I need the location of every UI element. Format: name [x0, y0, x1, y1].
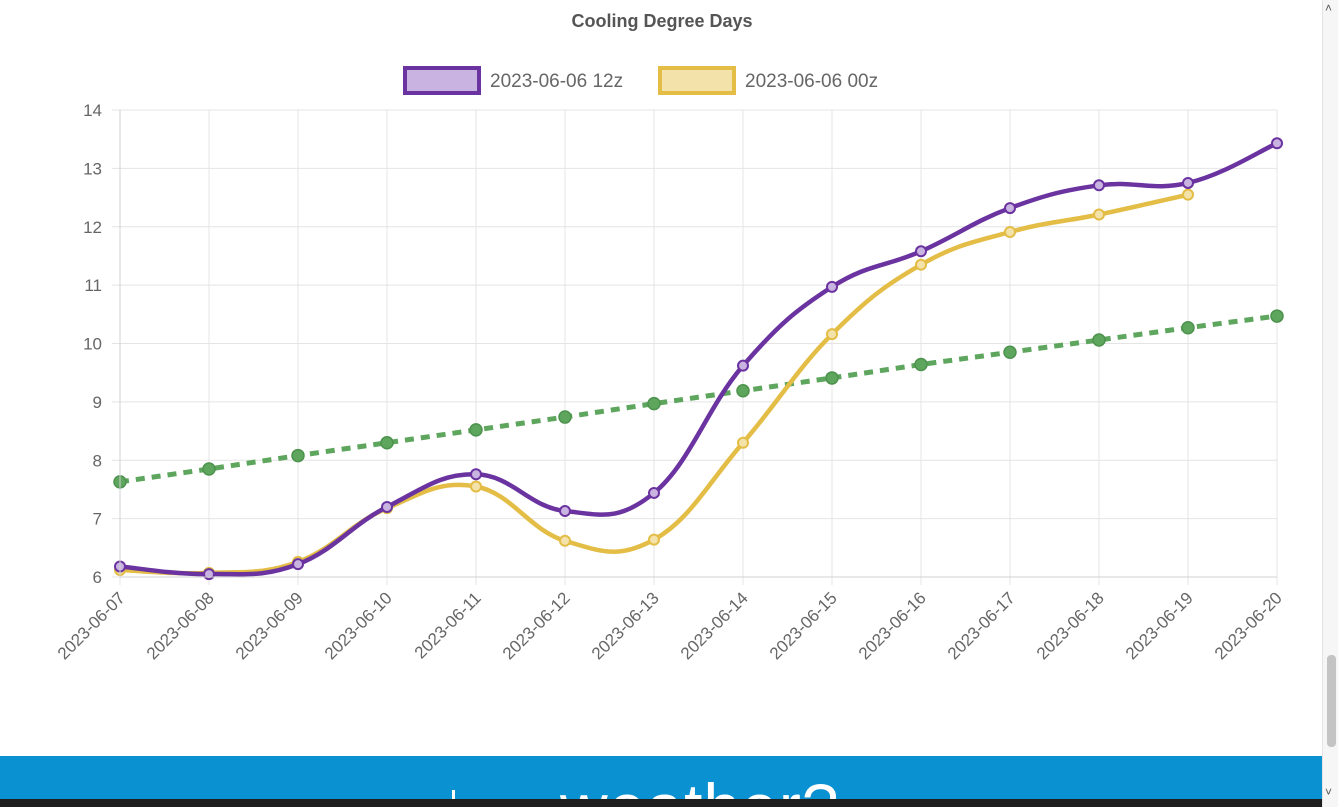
data-point-1[interactable]: [1004, 226, 1016, 239]
data-point-0[interactable]: [826, 280, 838, 293]
data-point-1[interactable]: [737, 436, 749, 449]
chart-title: Cooling Degree Days: [571, 11, 752, 31]
x-tick-label: 2023-06-09: [232, 588, 307, 663]
series-line-0: [119, 141, 1278, 577]
legend-label[interactable]: 2023-06-06 12z: [490, 71, 623, 92]
data-point-1[interactable]: [1093, 208, 1105, 221]
y-tick-label: 7: [93, 510, 102, 529]
data-point-1[interactable]: [648, 533, 660, 546]
legend[interactable]: 2023-06-06 12z 2023-06-06 00z: [403, 66, 878, 95]
data-point-dotted[interactable]: [558, 410, 572, 424]
legend-swatch[interactable]: [658, 66, 736, 95]
data-point-dotted[interactable]: [1092, 333, 1106, 347]
data-point-0[interactable]: [1004, 202, 1016, 215]
x-tick-label: 2023-06-10: [321, 588, 396, 663]
x-tick-label: 2023-06-14: [677, 588, 752, 663]
data-point-0[interactable]: [381, 500, 393, 513]
bottom-edge: [0, 799, 1322, 807]
data-point-dotted[interactable]: [1270, 309, 1284, 323]
data-point-dotted[interactable]: [825, 371, 839, 385]
data-point-0[interactable]: [203, 568, 215, 581]
grid: [112, 109, 1278, 585]
scrollbar-thumb[interactable]: [1327, 655, 1336, 747]
y-tick-label: 13: [83, 159, 102, 178]
scroll-up-arrow-icon[interactable]: ˄: [1325, 1, 1333, 15]
data-point-dotted[interactable]: [202, 462, 216, 476]
x-tick-label: 2023-06-15: [766, 588, 841, 663]
y-tick-label: 10: [83, 335, 102, 354]
series-layer: [113, 137, 1284, 581]
vertical-scrollbar[interactable]: ˄ ˅: [1322, 0, 1338, 807]
data-point-0[interactable]: [470, 468, 482, 481]
y-tick-label: 12: [83, 218, 102, 237]
data-point-1[interactable]: [915, 258, 927, 271]
data-point-dotted[interactable]: [1003, 345, 1017, 360]
y-tick-label: 8: [93, 451, 102, 470]
y-tick-label: 11: [84, 276, 102, 295]
x-tick-label: 2023-06-17: [944, 588, 1019, 663]
y-tick-label: 6: [93, 568, 102, 587]
y-tick-label: 9: [93, 393, 102, 412]
data-point-dotted[interactable]: [380, 435, 394, 450]
data-point-dotted[interactable]: [914, 357, 928, 372]
y-tick-label: 14: [83, 101, 102, 120]
data-point-0[interactable]: [1182, 176, 1194, 189]
data-point-0[interactable]: [1271, 137, 1283, 150]
legend-label[interactable]: 2023-06-06 00z: [745, 71, 878, 92]
data-point-0[interactable]: [559, 505, 571, 518]
data-point-1[interactable]: [1182, 188, 1194, 201]
x-tick-label: 2023-06-16: [855, 588, 930, 663]
chart-area: 6 7 8 9 10 11 12 13 14 2023-06-07 2023-06-08 2023-0…: [54, 11, 1286, 663]
data-point-0[interactable]: [292, 558, 304, 571]
data-point-0[interactable]: [1093, 179, 1105, 192]
data-point-1[interactable]: [470, 480, 482, 493]
data-point-dotted[interactable]: [469, 423, 483, 437]
data-point-0[interactable]: [648, 486, 660, 499]
data-point-0[interactable]: [737, 359, 749, 372]
x-tick-label: 2023-06-20: [1211, 588, 1286, 663]
data-point-dotted[interactable]: [736, 384, 750, 398]
data-point-dotted[interactable]: [291, 448, 305, 463]
x-tick-label: 2023-06-12: [499, 588, 574, 663]
x-tick-label: 2023-06-18: [1033, 588, 1108, 663]
x-tick-label: 2023-06-19: [1122, 588, 1197, 663]
x-tick-label: 2023-06-13: [588, 588, 663, 663]
scroll-down-arrow-icon[interactable]: ˅: [1325, 785, 1333, 799]
data-point-1[interactable]: [826, 328, 838, 341]
data-point-dotted[interactable]: [647, 396, 661, 411]
x-tick-label: 2023-06-11: [411, 588, 485, 662]
data-point-1[interactable]: [559, 534, 571, 547]
series-line-dotted: [119, 313, 1278, 485]
x-tick-label: 2023-06-08: [143, 588, 218, 663]
legend-swatch[interactable]: [403, 66, 481, 95]
data-point-dotted[interactable]: [1181, 320, 1195, 335]
x-tick-label: 2023-06-07: [54, 588, 129, 663]
banner-logo-mark: [452, 790, 455, 807]
data-point-0[interactable]: [915, 245, 927, 258]
